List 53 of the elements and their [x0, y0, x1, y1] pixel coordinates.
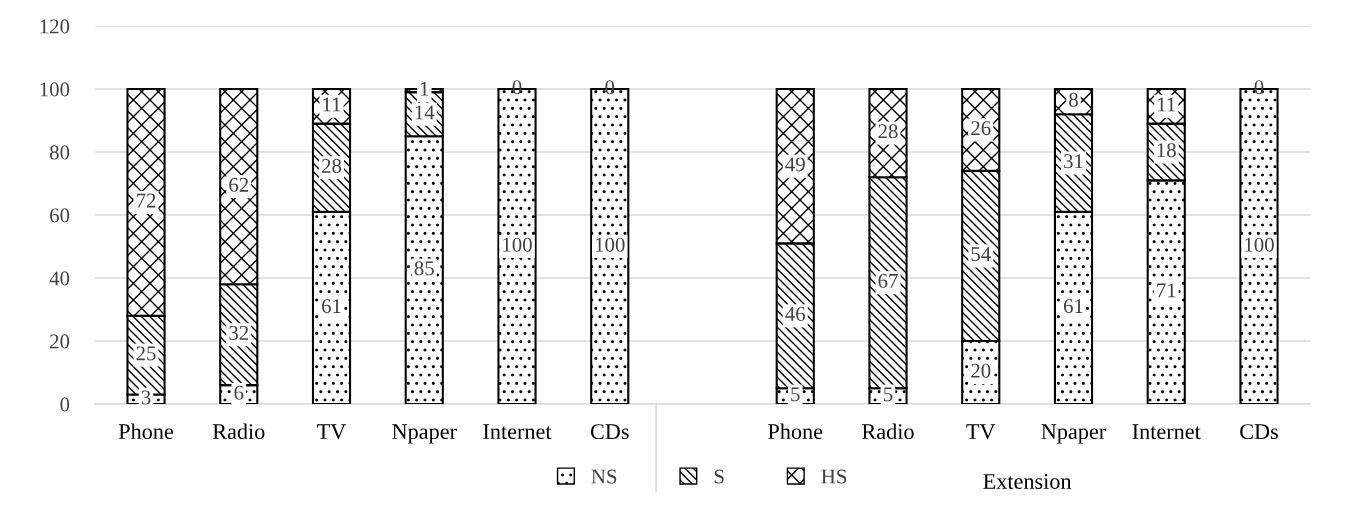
data-label: 49 — [785, 157, 805, 172]
x-tick-label: Internet — [1132, 424, 1201, 440]
data-label: 28 — [322, 158, 342, 173]
data-label: 18 — [1157, 143, 1176, 158]
data-label: 3 — [141, 390, 151, 405]
y-tick-label: 40 — [49, 271, 70, 286]
x-tick-label: Phone — [768, 423, 823, 440]
data-label: 32 — [229, 325, 249, 340]
x-tick-label: Radio — [862, 423, 914, 440]
data-label: 100 — [503, 237, 532, 252]
data-label: 72 — [136, 193, 156, 208]
data-label: 71 — [1157, 283, 1176, 298]
data-label: 5 — [791, 387, 800, 402]
y-tick-label: 20 — [50, 334, 70, 349]
data-label: 26 — [971, 121, 991, 136]
y-tick-label: 100 — [40, 82, 70, 97]
data-label: 11 — [1158, 97, 1176, 112]
x-tick-label: TV — [317, 424, 347, 440]
data-label: 6 — [234, 385, 244, 400]
text: Extension — [983, 474, 1072, 489]
data-label: 61 — [321, 299, 341, 314]
x-tick-label: CDs — [1240, 424, 1278, 440]
data-label: 100 — [1245, 237, 1274, 252]
x-tick-label: CDs — [590, 424, 629, 440]
y-tick-label: 120 — [40, 19, 70, 34]
data-label: 85 — [414, 261, 434, 276]
data-label: 14 — [415, 105, 435, 120]
y-tick-label: 60 — [50, 208, 70, 223]
y-tick-label: 0 — [60, 397, 70, 412]
data-label: 100 — [595, 237, 625, 252]
data-label: 54 — [971, 247, 991, 262]
data-label: 28 — [878, 124, 898, 139]
x-tick-label: TV — [966, 424, 996, 440]
x-tick-label: Internet — [483, 424, 552, 440]
x-tick-label: Phone — [118, 423, 174, 440]
data-label: 62 — [229, 177, 249, 192]
data-label: 20 — [971, 363, 991, 378]
legend-label: NS — [591, 469, 617, 484]
data-label: 46 — [785, 307, 806, 322]
data-label: 5 — [884, 387, 893, 402]
x-tick-label: Npaper — [1041, 424, 1106, 444]
data-label: 8 — [1069, 92, 1078, 107]
data-label: 61 — [1063, 299, 1083, 314]
x-tick-label: Npaper — [392, 424, 457, 444]
data-label: 11 — [323, 97, 341, 112]
data-label: 1 — [420, 81, 429, 96]
legend-label: HS — [821, 469, 847, 484]
y-tick-label: 80 — [49, 145, 70, 160]
data-label: 67 — [878, 273, 898, 288]
data-label: 31 — [1064, 154, 1083, 169]
legend-label: S — [714, 469, 724, 484]
x-tick-label: Radio — [212, 423, 265, 440]
data-label: 25 — [136, 346, 156, 361]
